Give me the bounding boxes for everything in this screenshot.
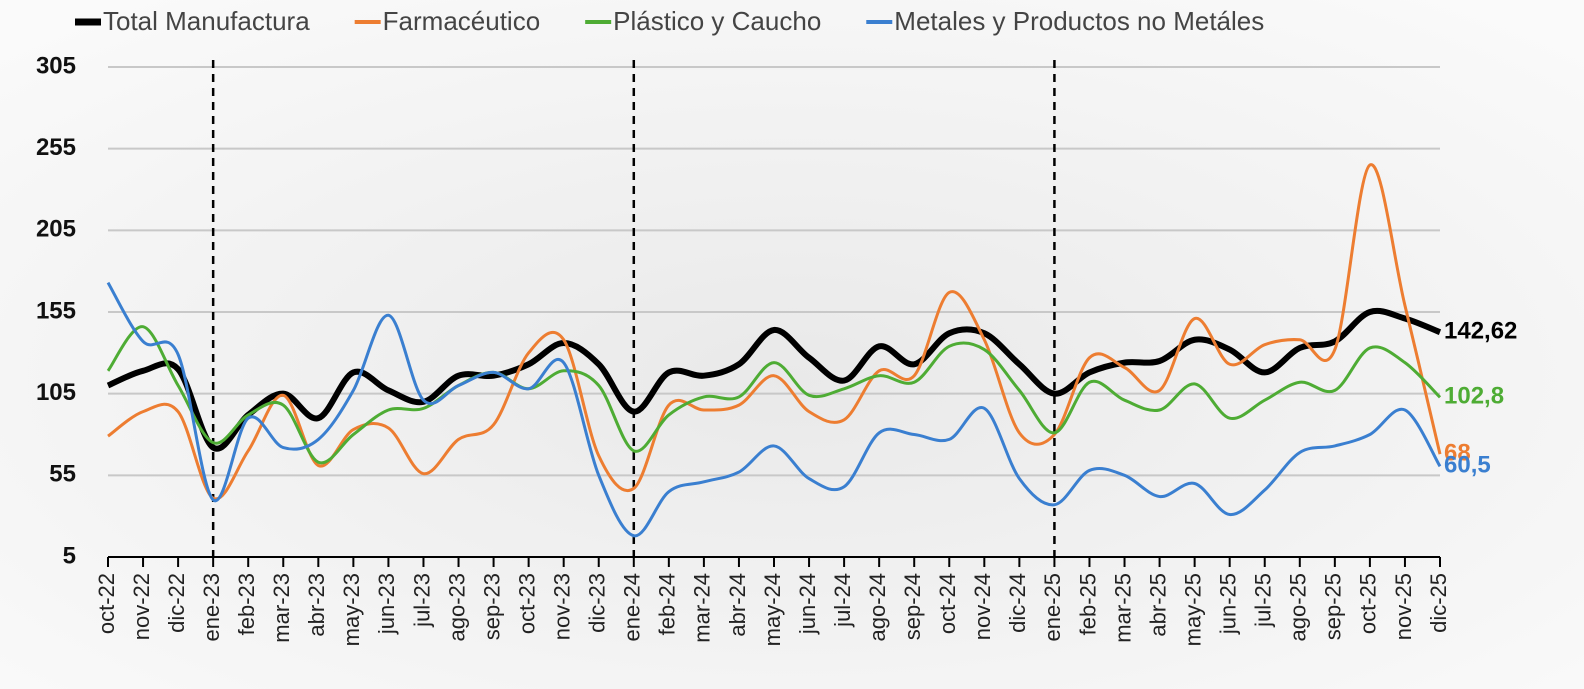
- x-tick-label: jun-23: [374, 573, 399, 635]
- x-tick-label: jul-24: [830, 573, 855, 628]
- x-tick-label: dic-25: [1426, 573, 1451, 633]
- y-tick-label: 55: [49, 461, 76, 488]
- x-tick-label: mar-23: [269, 573, 294, 643]
- y-tick-label: 255: [36, 134, 76, 161]
- x-tick-label: ene-24: [620, 573, 645, 642]
- x-tick-label: abr-24: [725, 573, 750, 637]
- x-tick-label: abr-23: [304, 573, 329, 637]
- data-label: 102,8: [1444, 383, 1504, 410]
- x-tick-label: sep-24: [900, 573, 925, 640]
- x-tick-label: nov-22: [129, 573, 154, 640]
- x-tick-label: jul-25: [1251, 573, 1276, 628]
- x-tick-label: may-25: [1180, 573, 1205, 646]
- y-tick-label: 155: [36, 297, 76, 324]
- x-tick-label: ene-23: [199, 573, 224, 642]
- x-tick-label: abr-25: [1145, 573, 1170, 637]
- legend-item: Metales y Productos no Metáles: [866, 6, 1264, 36]
- x-tick-label: ago-25: [1286, 573, 1311, 642]
- legend-item: Farmacéutico: [354, 6, 541, 36]
- data-label: 60,5: [1444, 452, 1491, 479]
- x-tick-label: sep-25: [1321, 573, 1346, 640]
- x-tick-label: jun-24: [795, 573, 820, 635]
- legend-label: Metales y Productos no Metáles: [894, 6, 1264, 36]
- x-tick-label: dic-22: [164, 573, 189, 633]
- x-tick-label: ago-24: [865, 573, 890, 642]
- x-tick-label: oct-22: [94, 573, 119, 634]
- data-label: 68: [1444, 439, 1471, 466]
- x-tick-label: feb-23: [234, 573, 259, 635]
- x-tick-label: feb-25: [1075, 573, 1100, 635]
- y-tick-label: 5: [63, 542, 76, 569]
- series-line: [106, 325, 1442, 465]
- x-tick-label: sep-23: [479, 573, 504, 640]
- x-tick-label: dic-23: [585, 573, 610, 633]
- x-tick-label: mar-24: [690, 573, 715, 643]
- x-tick-label: jul-23: [409, 573, 434, 628]
- legend-item: Plástico y Caucho: [585, 6, 821, 36]
- x-tick-label: may-24: [760, 573, 785, 646]
- x-tick-label: oct-23: [514, 573, 539, 634]
- x-tick-label: may-23: [339, 573, 364, 646]
- legend-item: Total Manufactura: [75, 6, 310, 36]
- x-tick-label: dic-24: [1005, 573, 1030, 633]
- x-tick-label: oct-24: [935, 573, 960, 634]
- x-tick-label: jun-25: [1215, 573, 1240, 635]
- x-tick-label: mar-25: [1110, 573, 1135, 643]
- y-tick-label: 105: [36, 379, 76, 406]
- x-tick-label: nov-23: [549, 573, 574, 640]
- y-tick-label: 205: [36, 216, 76, 243]
- legend-label: Total Manufactura: [103, 6, 310, 36]
- x-tick-label: nov-25: [1391, 573, 1416, 640]
- x-tick-label: oct-25: [1356, 573, 1381, 634]
- x-tick-label: feb-24: [655, 573, 680, 635]
- legend-label: Farmacéutico: [383, 6, 541, 36]
- x-tick-label: nov-24: [970, 573, 995, 640]
- y-tick-label: 305: [36, 52, 76, 79]
- x-tick-label: ago-23: [444, 573, 469, 642]
- data-label: 142,62: [1444, 318, 1517, 345]
- series-line: [106, 281, 1442, 538]
- x-tick-label: ene-25: [1040, 573, 1065, 642]
- legend-label: Plástico y Caucho: [613, 6, 821, 36]
